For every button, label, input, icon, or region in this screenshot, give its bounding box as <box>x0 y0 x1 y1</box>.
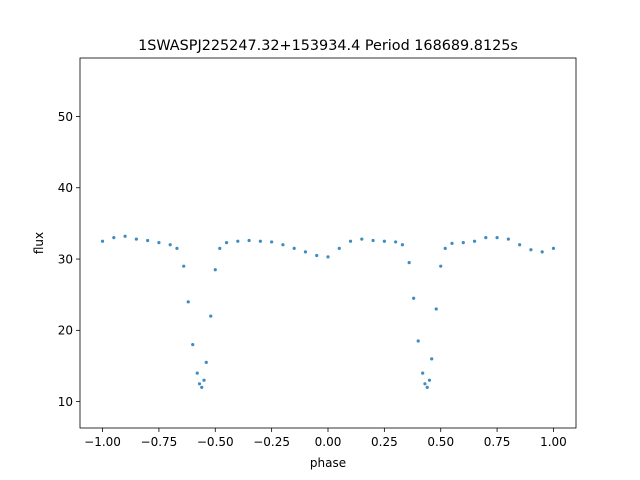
data-point <box>518 243 522 247</box>
y-axis-ticks: 10 20 30 40 50 <box>58 110 80 409</box>
data-point <box>425 385 429 389</box>
data-point <box>218 246 222 250</box>
y-tick-label: 50 <box>58 110 73 124</box>
data-point <box>407 261 411 265</box>
data-point <box>100 239 105 243</box>
data-point <box>348 239 353 243</box>
data-point <box>430 357 434 361</box>
data-point <box>495 236 499 240</box>
data-points <box>100 234 556 389</box>
x-tick-label: −1.00 <box>84 435 121 449</box>
data-point <box>326 255 330 259</box>
data-point <box>213 268 217 272</box>
data-point <box>472 239 477 243</box>
data-point <box>157 241 161 245</box>
data-point <box>236 239 240 243</box>
data-point <box>529 248 533 252</box>
data-point <box>112 236 116 240</box>
data-point <box>416 339 420 343</box>
data-point <box>400 243 404 247</box>
x-axis-label: phase <box>310 456 346 470</box>
x-tick-label: −0.50 <box>197 435 234 449</box>
x-tick-label: 0.50 <box>427 435 454 449</box>
data-point <box>412 296 416 300</box>
data-point <box>439 264 443 268</box>
chart-title: 1SWASPJ225247.32+153934.4 Period 168689.… <box>138 38 518 54</box>
y-tick-label: 10 <box>58 395 73 409</box>
x-tick-label: −0.25 <box>253 435 290 449</box>
data-point <box>315 253 319 258</box>
data-point <box>434 307 438 311</box>
data-point <box>551 246 556 250</box>
data-point <box>337 246 341 250</box>
data-point <box>191 342 195 347</box>
data-point <box>427 378 432 382</box>
x-axis-ticks: −1.00 −0.75 −0.50 −0.25 0.00 0.25 0.50 0.75 1.00 <box>84 428 567 449</box>
data-point <box>224 241 229 245</box>
data-point <box>423 382 427 386</box>
data-point <box>461 241 465 245</box>
data-point <box>182 264 186 268</box>
data-point <box>394 240 398 244</box>
data-point <box>200 385 204 389</box>
y-tick-label: 20 <box>58 324 73 338</box>
data-point <box>195 371 199 375</box>
data-point <box>506 237 510 241</box>
data-point <box>123 234 127 238</box>
y-tick-label: 40 <box>58 181 73 195</box>
y-axis-label: flux <box>32 232 46 254</box>
data-point <box>270 240 274 244</box>
x-tick-label: 1.00 <box>540 435 567 449</box>
data-point <box>382 239 386 243</box>
y-tick-label: 30 <box>58 252 73 266</box>
x-tick-label: 0.25 <box>371 435 398 449</box>
data-point <box>371 238 375 243</box>
data-point <box>204 360 208 365</box>
data-point <box>186 300 190 304</box>
data-point <box>303 250 308 254</box>
data-point <box>197 382 202 386</box>
data-point <box>146 238 150 243</box>
x-tick-label: 0.75 <box>484 435 511 449</box>
data-point <box>209 314 213 318</box>
data-point <box>258 239 262 243</box>
data-point <box>443 246 447 250</box>
data-point <box>540 250 544 254</box>
data-point <box>484 236 488 240</box>
x-tick-label: 0.00 <box>315 435 342 449</box>
data-point <box>360 237 364 241</box>
data-point <box>175 246 179 250</box>
x-tick-label: −0.75 <box>141 435 178 449</box>
data-point <box>134 237 138 241</box>
data-point <box>247 238 251 243</box>
data-point <box>202 378 206 382</box>
data-point <box>292 246 296 250</box>
data-point <box>168 243 172 247</box>
data-point <box>450 241 454 245</box>
data-point <box>281 243 285 247</box>
data-point <box>421 371 425 375</box>
